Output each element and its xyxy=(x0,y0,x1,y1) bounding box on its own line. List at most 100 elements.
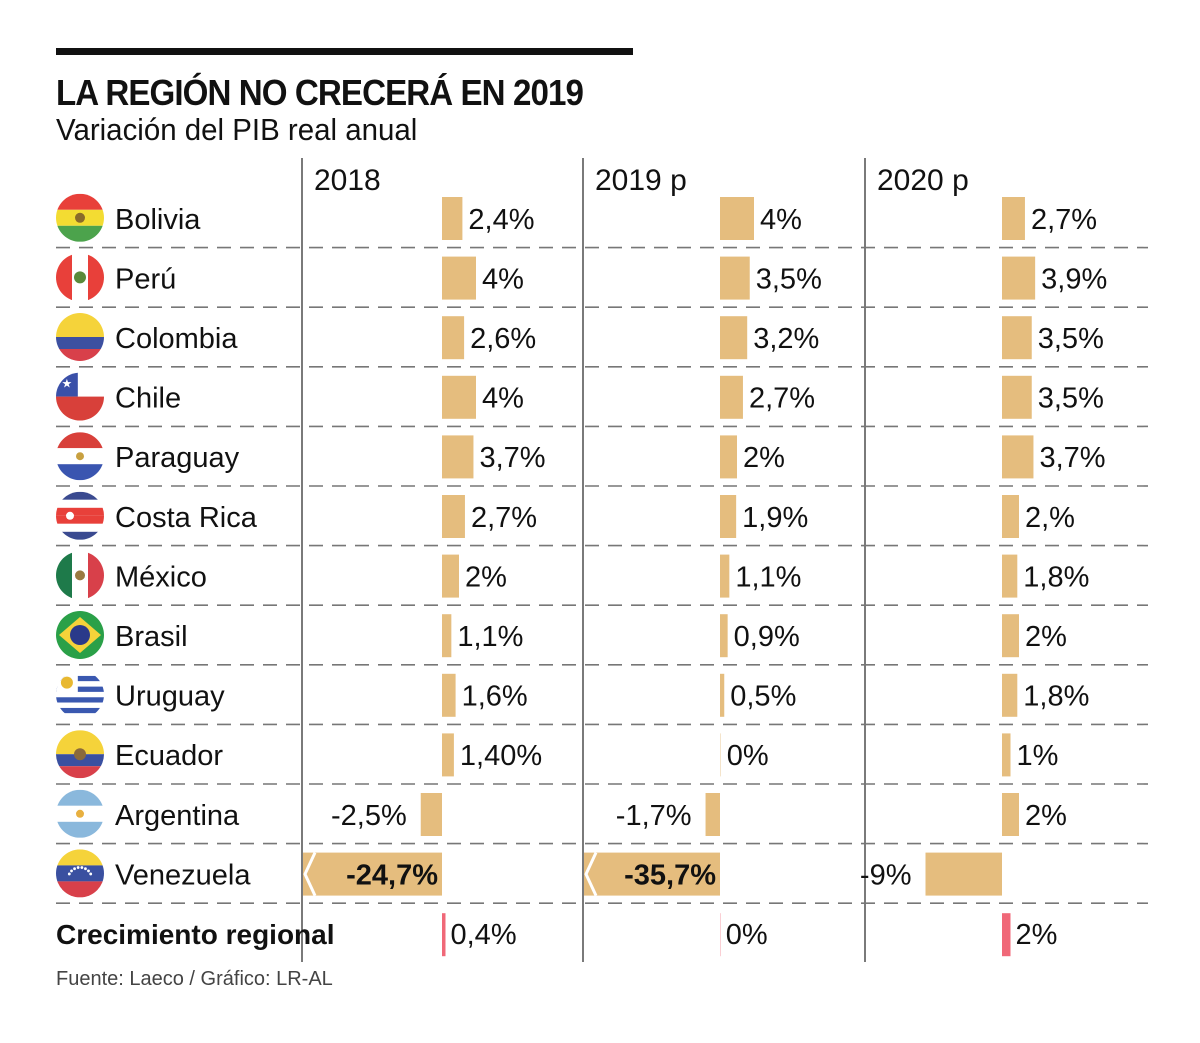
mexico-flag-icon xyxy=(56,551,104,600)
bar-argentina-2018 xyxy=(420,793,442,836)
country-label-uruguay: Uruguay xyxy=(115,681,225,713)
regional-growth-label: Crecimiento regional xyxy=(56,919,335,950)
value-label-chile-2020-p: 3,5% xyxy=(1038,383,1104,415)
bar-chile-2019-p xyxy=(720,375,743,419)
column-header-2019-p: 2019 p xyxy=(595,164,687,197)
bar-colombia-2018 xyxy=(442,316,465,360)
bar-costa-rica-2020-p xyxy=(1002,495,1019,538)
costa-rica-flag-icon xyxy=(56,491,104,540)
country-label-bolivia: Bolivia xyxy=(115,204,201,236)
value-label-colombia-2019-p: 3,2% xyxy=(753,323,819,355)
value-label-paraguay-2019-p: 2% xyxy=(743,442,785,474)
bar-bolivia-2020-p xyxy=(1002,197,1025,240)
value-label-paraguay-2020-p: 3,7% xyxy=(1039,442,1105,474)
brasil-flag-icon xyxy=(56,611,104,659)
regional-value-2019-p: 0% xyxy=(726,919,768,951)
regional-value-2020-p: 2% xyxy=(1016,919,1058,951)
value-label-brasil-2019-p: 0,9% xyxy=(734,621,800,653)
bar-chile-2020-p xyxy=(1002,375,1032,419)
value-label-costa-rica-2019-p: 1,9% xyxy=(742,502,808,534)
country-label-brasil: Brasil xyxy=(115,621,188,653)
bar-paraguay-2020-p xyxy=(1002,435,1034,479)
bar-venezuela-2019-p xyxy=(584,852,720,896)
country-label-colombia: Colombia xyxy=(115,323,238,355)
bar-venezuela-2018 xyxy=(303,852,442,896)
bar-peru-2018 xyxy=(442,256,476,300)
value-label-argentina-2019-p: -1,7% xyxy=(616,800,692,832)
bar-colombia-2019-p xyxy=(720,316,748,360)
bar-bolivia-2018 xyxy=(442,197,463,240)
value-label-costa-rica-2020-p: 2,% xyxy=(1025,502,1075,534)
bar-brasil-2018 xyxy=(442,614,452,658)
bar-ecuador-2020-p xyxy=(1002,733,1011,777)
country-label-mexico: México xyxy=(115,561,207,593)
value-label-uruguay-2020-p: 1,8% xyxy=(1023,681,1089,713)
value-label-bolivia-2020-p: 2,7% xyxy=(1031,204,1097,236)
bar-argentina-2019-p xyxy=(705,793,720,836)
chile-flag-icon: ★ xyxy=(56,372,104,421)
value-label-bolivia-2018: 2,4% xyxy=(468,204,534,236)
bar-peru-2019-p xyxy=(720,256,750,300)
bar-brasil-2020-p xyxy=(1002,614,1019,658)
country-label-chile: Chile xyxy=(115,383,181,415)
value-label-argentina-2020-p: 2% xyxy=(1025,800,1067,832)
paraguay-flag-icon xyxy=(56,432,104,481)
peru-flag-icon xyxy=(56,253,104,302)
venezuela-flag-icon xyxy=(56,849,104,898)
source-note: Fuente: Laeco / Gráfico: LR-AL xyxy=(56,968,333,990)
country-label-costa-rica: Costa Rica xyxy=(115,502,258,534)
bar-venezuela-2020-p xyxy=(925,852,1002,896)
column-header-2020-p: 2020 p xyxy=(877,164,969,197)
bar-break-marker xyxy=(584,851,598,897)
bar-ecuador-2018 xyxy=(442,733,454,777)
title-rule xyxy=(56,48,633,55)
value-label-brasil-2020-p: 2% xyxy=(1025,621,1067,653)
country-label-ecuador: Ecuador xyxy=(115,740,223,772)
value-label-venezuela-2018: -24,7% xyxy=(346,859,438,891)
colombia-flag-icon xyxy=(56,313,104,361)
regional-bar-2019-p xyxy=(720,913,721,957)
bar-costa-rica-2018 xyxy=(442,495,465,538)
bar-colombia-2020-p xyxy=(1002,316,1032,360)
bar-argentina-2020-p xyxy=(1002,793,1019,836)
uruguay-flag-icon xyxy=(56,670,104,719)
chart-subtitle: Variación del PIB real anual xyxy=(56,112,418,147)
bar-chile-2018 xyxy=(442,375,476,419)
bar-uruguay-2019-p xyxy=(720,673,725,717)
value-label-ecuador-2020-p: 1% xyxy=(1017,740,1059,772)
value-label-ecuador-2019-p: 0% xyxy=(727,740,769,772)
value-label-mexico-2020-p: 1,8% xyxy=(1023,561,1089,593)
value-label-uruguay-2019-p: 0,5% xyxy=(730,681,796,713)
value-label-peru-2018: 4% xyxy=(482,263,524,295)
value-label-uruguay-2018: 1,6% xyxy=(462,681,528,713)
value-label-colombia-2018: 2,6% xyxy=(470,323,536,355)
country-label-venezuela: Venezuela xyxy=(115,859,251,891)
value-label-peru-2020-p: 3,9% xyxy=(1041,263,1107,295)
value-label-mexico-2019-p: 1,1% xyxy=(735,561,801,593)
value-label-paraguay-2018: 3,7% xyxy=(479,442,545,474)
bar-break-marker xyxy=(303,851,317,897)
country-label-paraguay: Paraguay xyxy=(115,442,240,474)
value-label-colombia-2020-p: 3,5% xyxy=(1038,323,1104,355)
value-label-argentina-2018: -2,5% xyxy=(331,800,407,832)
value-label-ecuador-2018: 1,40% xyxy=(460,740,542,772)
bar-uruguay-2020-p xyxy=(1002,673,1018,717)
value-label-mexico-2018: 2% xyxy=(465,561,507,593)
svg-text:★: ★ xyxy=(62,377,73,391)
bar-peru-2020-p xyxy=(1002,256,1036,300)
bar-bolivia-2019-p xyxy=(720,197,754,240)
bar-uruguay-2018 xyxy=(442,673,456,717)
country-label-argentina: Argentina xyxy=(115,800,240,832)
bolivia-flag-icon xyxy=(56,193,104,242)
column-header-2018: 2018 xyxy=(314,164,381,197)
bar-brasil-2019-p xyxy=(720,614,728,658)
value-label-peru-2019-p: 3,5% xyxy=(756,263,822,295)
value-label-chile-2018: 4% xyxy=(482,383,524,415)
bar-mexico-2020-p xyxy=(1002,554,1018,598)
value-label-chile-2019-p: 2,7% xyxy=(749,383,815,415)
bar-mexico-2018 xyxy=(442,554,459,598)
value-label-venezuela-2019-p: -35,7% xyxy=(624,859,716,891)
ecuador-flag-icon xyxy=(56,730,104,779)
bar-paraguay-2018 xyxy=(442,435,474,479)
